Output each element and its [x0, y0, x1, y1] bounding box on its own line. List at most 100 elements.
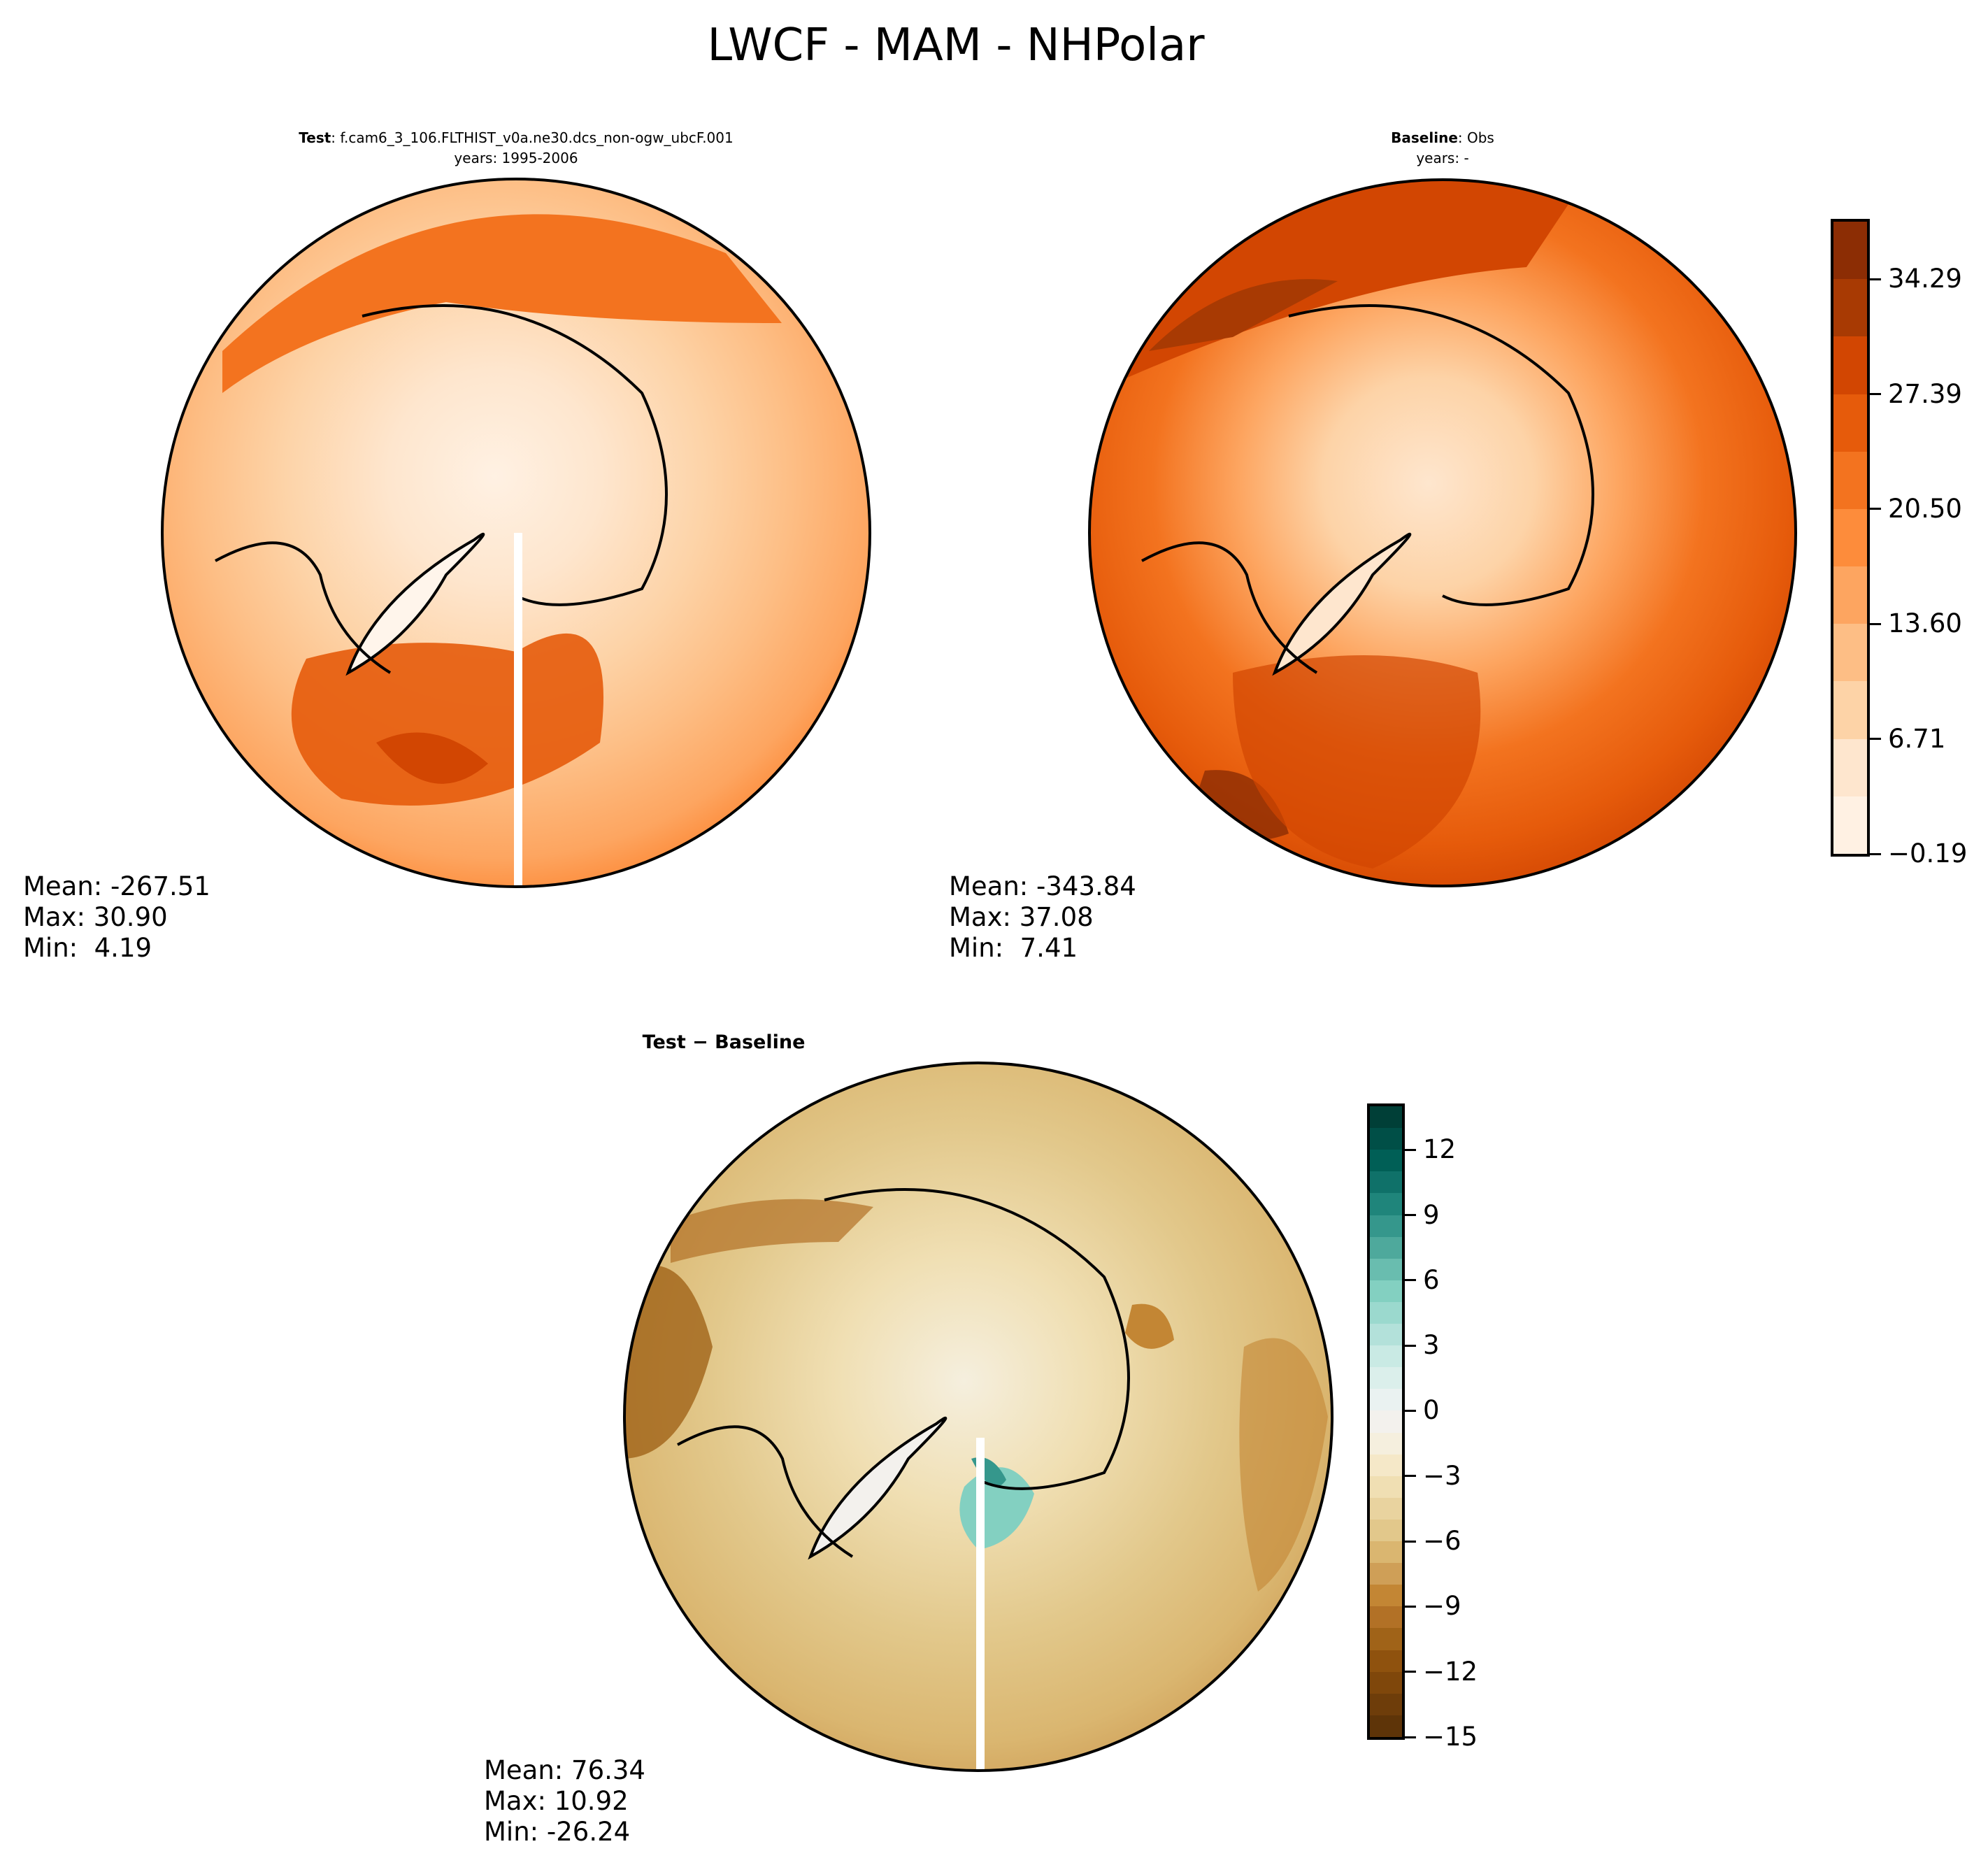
colorbar-tick-label: −0.19 [1888, 838, 1968, 869]
colorbar-band [1370, 1432, 1402, 1455]
difference-panel-title: Test − Baseline [642, 1031, 806, 1053]
coastline [362, 304, 668, 606]
high-value-region [1233, 655, 1481, 869]
colorbar-tick-label: 6 [1423, 1264, 1440, 1295]
colorbar-band [1370, 1366, 1402, 1389]
colorbar-tick-mark [1870, 622, 1881, 625]
coastline [1141, 541, 1318, 674]
colorbar-band [1370, 1171, 1402, 1194]
figure-title: LWCF - MAM - NHPolar [707, 20, 1205, 71]
colorbar-band [1370, 1215, 1402, 1237]
baseline-max: Max: 37.08 [949, 902, 1094, 932]
high-value-region [376, 732, 488, 784]
colorbar-band [1370, 1475, 1402, 1498]
colorbar-tick-label: −9 [1423, 1591, 1461, 1622]
colorbar-band [1833, 680, 1867, 739]
colorbar-band [1370, 1280, 1402, 1302]
difference-colorbar [1367, 1103, 1405, 1740]
colorbar-tick-mark [1870, 508, 1881, 510]
colorbar-tick-mark [1870, 738, 1881, 741]
colorbar-band [1370, 1323, 1402, 1346]
baseline-years: years: - [1416, 150, 1469, 166]
colorbar-band [1370, 1628, 1402, 1650]
difference-min: Min: -26.24 [484, 1817, 631, 1847]
colorbar-tick-label: 13.60 [1888, 608, 1962, 639]
high-value-region [222, 214, 782, 393]
negative-anomaly-region [1239, 1338, 1328, 1592]
colorbar-tick-mark [1405, 1409, 1416, 1412]
test-max: Max: 30.90 [23, 902, 168, 932]
negative-anomaly-region [624, 1265, 713, 1459]
difference-max: Max: 10.92 [484, 1786, 629, 1816]
test-mean: Mean: -267.51 [23, 871, 210, 901]
colorbar-band [1833, 394, 1867, 452]
colorbar-band [1370, 1519, 1402, 1542]
difference-mean: Mean: 76.34 [484, 1755, 645, 1785]
colorbar-tick-label: −15 [1423, 1722, 1478, 1752]
coastline [824, 1188, 1130, 1490]
colorbar-tick-mark [1870, 852, 1881, 855]
colorbar-band [1370, 1236, 1402, 1259]
colorbar-band [1370, 1693, 1402, 1715]
colorbar-band [1370, 1606, 1402, 1629]
colorbar-band [1370, 1127, 1402, 1150]
test-panel-title: Test: f.cam6_3_106.FLTHIST_v0a.ne30.dcs_… [299, 128, 733, 169]
colorbar-tick-mark [1405, 1279, 1416, 1282]
negative-anomaly-region [1125, 1303, 1174, 1349]
colorbar-tick-mark [1870, 278, 1881, 280]
colorbar-band [1370, 1650, 1402, 1672]
test-case-name: : f.cam6_3_106.FLTHIST_v0a.ne30.dcs_non-… [331, 129, 734, 146]
colorbar-band [1370, 1562, 1402, 1585]
colorbar-tick-mark [1870, 393, 1881, 396]
baseline-stats: Mean: -343.84 Max: 37.08 Min: 7.41 [949, 871, 1136, 964]
colorbar-tick-label: 34.29 [1888, 264, 1962, 294]
negative-anomaly-region [671, 1199, 873, 1263]
baseline-mean: Mean: -343.84 [949, 871, 1136, 901]
colorbar-tick-mark [1405, 1344, 1416, 1347]
colorbar-band [1370, 1584, 1402, 1607]
colorbar-tick-label: 9 [1423, 1199, 1440, 1230]
colorbar-band [1833, 796, 1867, 854]
test-polar-map [161, 178, 871, 888]
colorbar-band [1370, 1106, 1402, 1129]
baseline-name: : Obs [1457, 129, 1494, 146]
difference-colorbar-ticks: −15 −12 −9 −6 −3 0 3 6 9 12 [1405, 1103, 1545, 1752]
baseline-polar-map [1088, 178, 1797, 887]
colorbar-band [1833, 508, 1867, 567]
high-value-region [1149, 279, 1338, 351]
colorbar-tick-label: −6 [1423, 1526, 1461, 1557]
colorbar-band [1370, 1301, 1402, 1324]
colorbar-tick-mark [1405, 1671, 1416, 1673]
test-min: Min: 4.19 [23, 933, 152, 963]
colorbar-tick-label: 3 [1423, 1330, 1440, 1361]
colorbar-band [1370, 1497, 1402, 1520]
greenland-coastline [808, 1416, 947, 1560]
baseline-panel-title: Baseline: Obs years: - [1391, 128, 1494, 169]
colorbar-band [1370, 1388, 1402, 1411]
map-boundary [161, 178, 871, 888]
baseline-colorbar [1831, 219, 1870, 857]
colorbar-band [1370, 1671, 1402, 1694]
coastline [215, 541, 392, 674]
baseline-min: Min: 7.41 [949, 933, 1078, 963]
colorbar-band [1833, 278, 1867, 337]
greenland-coastline [1272, 532, 1412, 676]
colorbar-band [1370, 1149, 1402, 1172]
baseline-title-label: Baseline [1391, 129, 1458, 146]
colorbar-tick-mark [1405, 1736, 1416, 1738]
colorbar-tick-label: −12 [1423, 1656, 1478, 1687]
colorbar-tick-mark [1405, 1148, 1416, 1151]
difference-stats: Mean: 76.34 Max: 10.92 Min: -26.24 [484, 1755, 645, 1848]
colorbar-band [1370, 1258, 1402, 1280]
colorbar-tick-mark [1405, 1475, 1416, 1478]
colorbar-band [1370, 1715, 1402, 1737]
greenland-coastline [345, 532, 485, 676]
colorbar-band [1833, 738, 1867, 796]
baseline-colorbar-ticks: −0.19 6.71 13.60 20.50 27.39 34.29 [1870, 219, 1988, 869]
colorbar-band [1370, 1410, 1402, 1433]
colorbar-tick-mark [1405, 1540, 1416, 1543]
missing-data-seam [976, 1438, 985, 1771]
colorbar-tick-label: 27.39 [1888, 378, 1962, 409]
map-boundary [623, 1062, 1333, 1772]
colorbar-band [1833, 336, 1867, 394]
